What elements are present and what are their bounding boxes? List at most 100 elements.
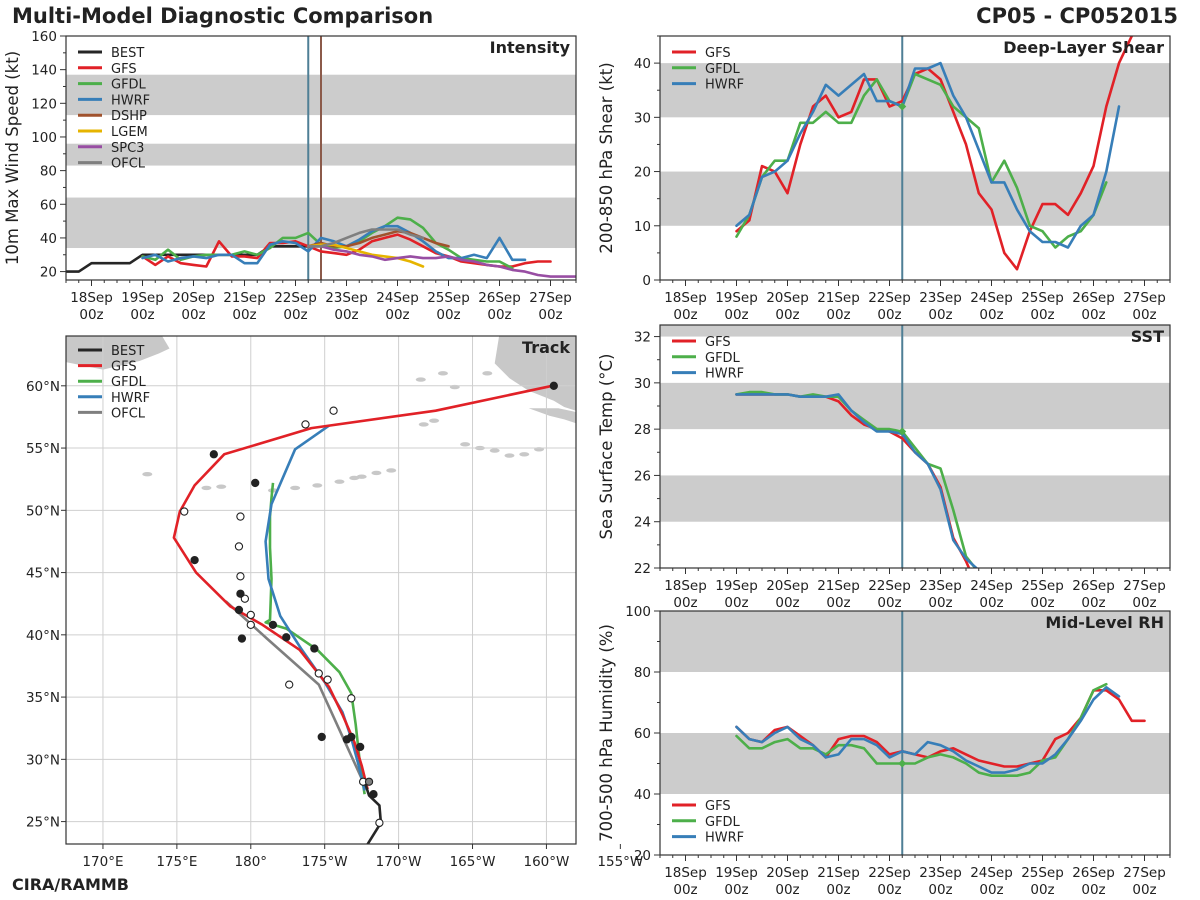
track-lat-label: 25°N: [26, 815, 60, 831]
alaska-land: [494, 336, 576, 411]
island-14: [334, 479, 345, 484]
intensity-xtick-date: 23Sep: [325, 290, 368, 306]
intensity-ytick-label: 160: [31, 29, 57, 45]
rh-xtick-date: 21Sep: [817, 865, 860, 881]
track-lon-label: 175°E: [156, 854, 197, 870]
shear-xtick-hour: 00z: [1030, 307, 1054, 323]
sst-ytick-label: 28: [634, 422, 651, 438]
shear-ytick-label: 10: [634, 219, 651, 235]
intensity-panel: 2040608010012014016018Sep00z19Sep00z20Se…: [3, 29, 577, 323]
rh-legend-label-gfdl: GFDL: [705, 815, 741, 830]
island-18: [216, 484, 227, 489]
rh-series-group: [735, 682, 1146, 778]
sst-ytick-label: 22: [634, 561, 651, 577]
alaska-coast-land: [561, 378, 576, 386]
shear-ylabel: 200-850 hPa Shear (kt): [597, 62, 616, 253]
rh-ytick-label: 40: [634, 787, 651, 803]
intensity-xtick-hour: 00z: [334, 307, 358, 323]
track-marker: [237, 634, 247, 643]
sst-ytick-label: 32: [634, 330, 651, 346]
intensity-xtick-hour: 00z: [487, 307, 511, 323]
track-line-gfs: [172, 384, 553, 790]
sst-series-group: [735, 390, 979, 568]
intensity-xtick-date: 21Sep: [223, 290, 266, 306]
shear-xtick-hour: 00z: [1081, 307, 1105, 323]
track-lon-label: 170°E: [82, 854, 123, 870]
track-lat-label: 55°N: [26, 441, 60, 457]
shear-xtick-hour: 00z: [928, 307, 952, 323]
track-legend-label-hwrf: HWRF: [111, 391, 150, 406]
track-marker: [236, 572, 245, 581]
track-marker: [364, 777, 374, 786]
rh-band-1: [660, 611, 1170, 672]
shear-line-hwrf: [735, 61, 1121, 249]
sst-xtick-hour: 00z: [1132, 595, 1156, 611]
shear-series-group: [735, 36, 1134, 271]
island-6: [460, 442, 471, 447]
sst-xtick-hour: 00z: [775, 595, 799, 611]
track-legend-label-ofcl: OFCL: [111, 406, 146, 421]
track-marker: [190, 555, 199, 565]
sst-xtick-date: 19Sep: [715, 578, 758, 594]
intensity-legend-label-best: BEST: [111, 46, 144, 61]
track-marker: [251, 478, 260, 488]
sst-ytick-label: 24: [634, 515, 651, 531]
intensity-legend-label-lgem: LGEM: [111, 125, 148, 140]
intensity-xtick-date: 24Sep: [376, 290, 419, 306]
island-22: [386, 468, 397, 473]
intensity-ytick-label: 100: [31, 130, 57, 146]
sst-init-marker: [898, 427, 907, 436]
intensity-xtick-date: 27Sep: [529, 290, 572, 306]
sst-xtick-hour: 00z: [979, 595, 1003, 611]
sst-xtick-hour: 00z: [1081, 595, 1105, 611]
track-line-hwrf: [264, 424, 366, 791]
track-marker: [234, 605, 244, 615]
intensity-series-group: [66, 216, 576, 278]
sst-panel: 22242628303218Sep00z19Sep00z20Sep00z21Se…: [597, 324, 1171, 611]
track-marker: [301, 420, 310, 429]
rh-ytick-label: 100: [625, 604, 651, 620]
shear-xtick-hour: 00z: [673, 307, 697, 323]
sst-xtick-date: 23Sep: [919, 578, 962, 594]
sst-legend-label-gfdl: GFDL: [705, 351, 741, 366]
shear-line-gfs: [735, 36, 1134, 271]
shear-xtick-date: 26Sep: [1072, 290, 1115, 306]
shear-line-gfdl: [735, 72, 1108, 249]
rh-xtick-hour: 00z: [1132, 882, 1156, 898]
shear-title: Deep-Layer Shear: [1003, 38, 1164, 57]
rh-xtick-hour: 00z: [1081, 882, 1105, 898]
rh-legend-label-hwrf: HWRF: [705, 831, 744, 846]
track-panel: 170°E 175°E 180° 175°W 170°W 165°W 160°W 155°W 2…: [26, 335, 643, 870]
track-marker: [246, 620, 255, 630]
track-legend-label-gfdl: GFDL: [111, 375, 147, 390]
track-inner: [66, 336, 576, 844]
island-9: [504, 453, 515, 458]
track-marker: [549, 381, 558, 390]
track-marker: [234, 542, 244, 551]
sst-ylabel: Sea Surface Temp (°C): [597, 354, 616, 540]
sst-xtick-hour: 00z: [826, 595, 850, 611]
shear-xtick-date: 27Sep: [1123, 290, 1166, 306]
island-1: [437, 371, 448, 376]
rh-xtick-date: 19Sep: [715, 865, 758, 881]
intensity-xtick-date: 22Sep: [274, 290, 317, 306]
russia-land: [66, 336, 170, 370]
intensity-xtick-hour: 00z: [181, 307, 205, 323]
sst-ytick-label: 26: [634, 468, 651, 484]
intensity-xtick-hour: 00z: [283, 307, 307, 323]
track-lat-label: 40°N: [26, 628, 60, 644]
track-marker: [369, 790, 378, 799]
intensity-ytick-label: 80: [40, 164, 57, 180]
rh-ytick-label: 60: [634, 726, 651, 742]
island-4: [429, 418, 440, 423]
track-lat-label: 30°N: [26, 752, 60, 768]
track-marker: [268, 620, 278, 630]
intensity-ytick-label: 120: [31, 96, 57, 112]
shear-band-0: [660, 171, 1170, 226]
island-5: [418, 422, 429, 427]
credit-label: CIRA/RAMMB: [12, 875, 129, 894]
track-lon-label: 155°W: [597, 854, 643, 870]
track-marker: [246, 610, 255, 620]
rh-xtick-hour: 00z: [673, 882, 697, 898]
rh-ytick-label: 20: [634, 848, 651, 864]
